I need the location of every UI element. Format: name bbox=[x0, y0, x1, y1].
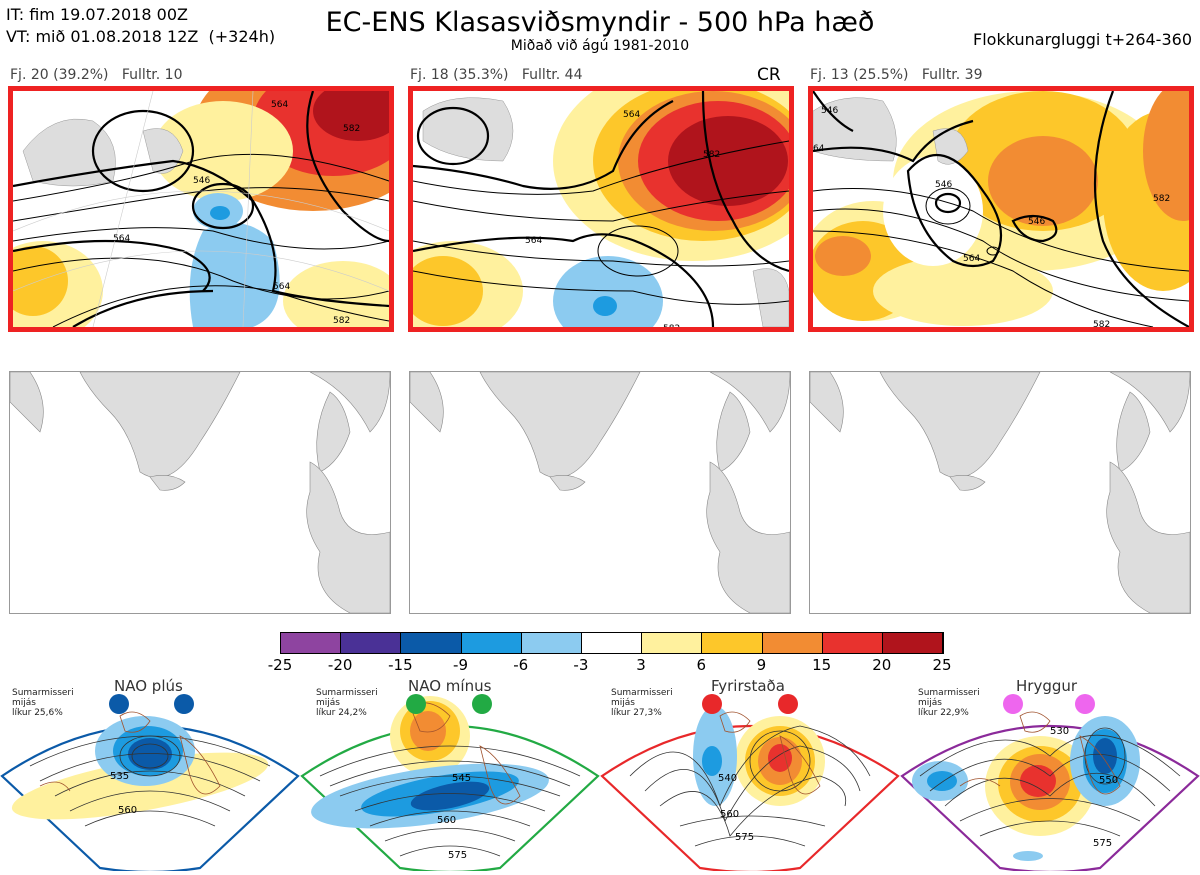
header-info: IT: fim 19.07.2018 00Z VT: mið 01.08.201… bbox=[6, 4, 275, 48]
contour-label: 564 bbox=[525, 236, 542, 246]
contour-label: 582 bbox=[343, 124, 360, 134]
regime-name-ridge: Hryggur bbox=[1016, 677, 1078, 695]
colorbar-tick-label: 3 bbox=[636, 656, 646, 674]
colorbar-tick-label: -15 bbox=[388, 656, 413, 674]
colorbar-tick-label: 25 bbox=[932, 656, 952, 674]
regime-dot bbox=[109, 694, 129, 714]
cluster-3-label: Fj. 13 (25.5%) Fulltr. 39 bbox=[810, 67, 983, 83]
contour-label: 582 bbox=[333, 316, 350, 326]
colorbar-segment bbox=[642, 633, 703, 653]
regime-note-blocking: Sumarmisseri mijás líkur 27,3% bbox=[611, 688, 673, 718]
regime-dot bbox=[472, 694, 492, 714]
colorbar-tick-label: 9 bbox=[756, 656, 767, 674]
cluster-1-map: 546 564 564 582 582 564 bbox=[8, 86, 394, 332]
regime-dot bbox=[778, 694, 798, 714]
regime-contour-label: 575 bbox=[448, 850, 467, 861]
cluster-2-anomaly-map: 564 582 564 582 bbox=[413, 91, 789, 327]
regime-contour-label: 550 bbox=[1099, 775, 1118, 786]
colorbar-tick-label: 6 bbox=[696, 656, 707, 674]
regime-name-nao-minus: NAO mínus bbox=[408, 677, 492, 695]
regime-contour-label: 560 bbox=[437, 815, 456, 826]
contour-label: 582 bbox=[1093, 320, 1110, 327]
base-map-3 bbox=[809, 371, 1191, 614]
colorbar-segment bbox=[882, 633, 944, 653]
base-map-2 bbox=[409, 371, 791, 614]
page-title: EC-ENS Klasasviðsmyndir - 500 hPa hæð bbox=[325, 7, 875, 38]
cluster-2-map: 564 582 564 582 bbox=[408, 86, 794, 332]
regime-nao-minus: 545 560 575 bbox=[300, 676, 600, 874]
regime-name-blocking: Fyrirstaða bbox=[711, 677, 785, 695]
cluster-1-label: Fj. 20 (39.2%) Fulltr. 10 bbox=[10, 67, 183, 83]
valid-time: VT: mið 01.08.2018 12Z (+324h) bbox=[6, 27, 276, 46]
cluster-1-anomaly-map: 546 564 564 582 582 564 bbox=[13, 91, 389, 327]
regime-dot bbox=[406, 694, 426, 714]
colorbar-segment bbox=[401, 633, 462, 653]
colorbar-tick-label: -20 bbox=[327, 656, 353, 674]
base-map-1 bbox=[9, 371, 391, 614]
colorbar bbox=[280, 632, 944, 654]
colorbar-tick-label: -25 bbox=[267, 656, 293, 674]
regime-contour-label: 560 bbox=[118, 805, 137, 816]
regime-name-nao-plus: NAO plús bbox=[114, 677, 183, 695]
colorbar-segment bbox=[822, 633, 883, 653]
cluster-2-tag: CR bbox=[757, 65, 781, 85]
colorbar-segment bbox=[581, 633, 643, 653]
regime-contour-label: 535 bbox=[110, 771, 129, 782]
initial-time: IT: fim 19.07.2018 00Z bbox=[6, 5, 188, 24]
regime-dot bbox=[702, 694, 722, 714]
colorbar-tick-label: -3 bbox=[573, 656, 589, 674]
colorbar-segment bbox=[461, 633, 522, 653]
regime-contour-label: 530 bbox=[1050, 726, 1069, 737]
regime-note-nao-minus: Sumarmisseri mijás líkur 24,2% bbox=[316, 688, 378, 718]
contour-label: 564 bbox=[271, 100, 288, 110]
colorbar-tick-label: 15 bbox=[812, 656, 832, 674]
cluster-2-label: Fj. 18 (35.3%) Fulltr. 44 bbox=[410, 67, 583, 83]
regime-contour-label: 560 bbox=[720, 809, 739, 820]
regime-ridge: 530 550 575 bbox=[900, 676, 1200, 874]
colorbar-segment bbox=[341, 633, 402, 653]
regime-nao-plus: 535 560 bbox=[0, 676, 300, 874]
page-subtitle: Miðað við ágú 1981-2010 bbox=[510, 38, 690, 54]
regime-dot bbox=[174, 694, 194, 714]
contour-label: 564 bbox=[113, 234, 130, 244]
cluster-3-anomaly-map: 546 546 546 564 582 582 64 bbox=[813, 91, 1189, 327]
colorbar-segment bbox=[281, 633, 342, 653]
contour-label: 564 bbox=[963, 254, 980, 264]
colorbar-segment bbox=[762, 633, 823, 653]
contour-label: 582 bbox=[703, 150, 720, 160]
contour-label: 64 bbox=[813, 144, 825, 154]
colorbar-tick-label: -9 bbox=[453, 656, 469, 674]
regime-dot bbox=[1003, 694, 1023, 714]
regime-contour-label: 575 bbox=[1093, 838, 1112, 849]
contour-label: 564 bbox=[623, 110, 640, 120]
contour-label: 546 bbox=[935, 180, 952, 190]
contour-label: 564 bbox=[273, 282, 290, 292]
colorbar-tick-label: 20 bbox=[872, 656, 892, 674]
contour-label: 546 bbox=[1028, 217, 1045, 227]
colorbar-tick-label: -6 bbox=[513, 656, 529, 674]
regime-contour-label: 575 bbox=[735, 832, 754, 843]
regime-note-nao-plus: Sumarmisseri mijás líkur 25,6% bbox=[12, 688, 74, 718]
regime-dot bbox=[1075, 694, 1095, 714]
contour-label: 582 bbox=[663, 324, 680, 327]
contour-label: 546 bbox=[193, 176, 210, 186]
regime-contour-label: 545 bbox=[452, 773, 471, 784]
regime-blocking: 540 560 575 bbox=[600, 676, 900, 874]
regime-contour-label: 540 bbox=[718, 773, 737, 784]
contour-label: 546 bbox=[821, 106, 838, 116]
colorbar-segment bbox=[521, 633, 582, 653]
colorbar-segment bbox=[702, 633, 763, 653]
contour-label: 582 bbox=[1153, 194, 1170, 204]
regime-note-ridge: Sumarmisseri mijás líkur 22,9% bbox=[918, 688, 980, 718]
cluster-3-map: 546 546 546 564 582 582 64 bbox=[808, 86, 1194, 332]
classification-window: Flokkunargluggi t+264-360 bbox=[973, 30, 1192, 49]
